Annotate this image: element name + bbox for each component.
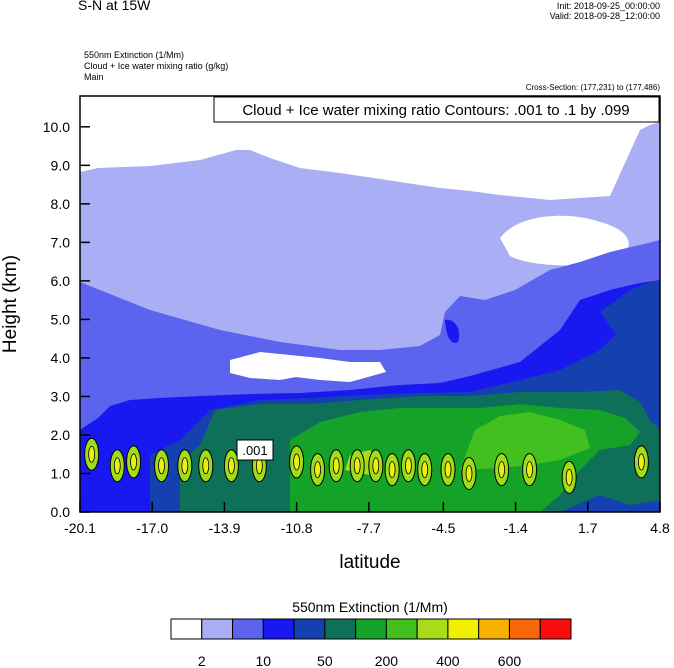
- clear-pocket-mid: [230, 352, 386, 382]
- x-tick-label: 4.8: [650, 520, 670, 536]
- contour-core-inner: [498, 461, 506, 479]
- y-tick-label: 0.0: [51, 504, 71, 520]
- init-time: Init: 2018-09-25_00:00:00: [556, 1, 660, 11]
- band-extreme: [460, 412, 590, 470]
- contour-core-inner: [314, 461, 321, 479]
- contour-info-text: Cloud + Ice water mixing ratio Contours:…: [242, 102, 629, 119]
- colorbar-label: 200: [375, 653, 399, 668]
- contour-cores: [84, 437, 649, 494]
- colorbar-swatch: [293, 618, 326, 640]
- contour-core-inner: [332, 457, 340, 475]
- band-moderate-blob: [445, 319, 460, 344]
- contour-core-inner: [421, 461, 429, 479]
- contour-core-inner: [113, 457, 121, 475]
- colorbar: 2 10 50 200 400 600: [170, 618, 572, 668]
- field-label-extinction: 550nm Extinction (1/Mm): [84, 50, 185, 60]
- contour-core-inner: [372, 457, 380, 475]
- cross-section-label: Cross-Section: (177,231) to (177,486): [525, 83, 660, 92]
- colorbar-swatch: [262, 618, 295, 640]
- colorbar-label: 400: [436, 653, 460, 668]
- x-tick-label: -4.5: [431, 520, 455, 536]
- contour-core-inner: [353, 457, 361, 475]
- cloud-hole-upper-right: [500, 215, 629, 266]
- y-tick-label: 6.0: [51, 273, 71, 289]
- y-tick-label: 9.0: [51, 157, 71, 173]
- y-tick-label: 7.0: [51, 234, 71, 250]
- y-tick-label: 8.0: [51, 196, 71, 212]
- contour-core-inner: [158, 457, 165, 475]
- y-tick-label: 4.0: [51, 350, 71, 366]
- contour-label: .001: [242, 443, 267, 458]
- colorbar-swatch: [170, 618, 203, 640]
- x-tick-label: -10.8: [281, 520, 313, 536]
- colorbar-label: 2: [198, 653, 206, 668]
- y-tick-label: 2.0: [51, 427, 71, 443]
- x-tick-label: -17.0: [136, 520, 168, 536]
- contour-core-inner: [526, 461, 533, 479]
- contour-core-inner: [130, 453, 137, 471]
- field-label-mixing-ratio: Cloud + Ice water mixing ratio (g/kg): [84, 61, 229, 71]
- plot-frame: [79, 95, 661, 513]
- y-tick-label: 1.0: [51, 465, 71, 481]
- contour-core-inner: [405, 457, 412, 475]
- x-axis-label: latitude: [339, 552, 400, 573]
- x-tick-label: 1.7: [578, 520, 598, 536]
- band-mid-upper: [600, 280, 660, 340]
- colorbar-swatch: [232, 618, 264, 640]
- contour-core-inner: [637, 453, 645, 471]
- colorbar-swatch: [201, 618, 234, 640]
- colorbar-swatch: [324, 618, 357, 640]
- x-tick-label: -7.7: [357, 520, 381, 536]
- contour-core-inner: [202, 457, 210, 475]
- x-tick-label: -20.1: [64, 520, 96, 536]
- y-tick-label: 5.0: [51, 311, 71, 327]
- colorbar-swatch: [478, 618, 510, 640]
- valid-time: Valid: 2018-09-28_12:00:00: [549, 11, 660, 21]
- colorbar-swatch: [385, 618, 418, 640]
- contour-core-inner: [293, 453, 301, 471]
- shaded-field: [80, 96, 660, 512]
- field-label-main: Main: [84, 72, 104, 82]
- contour-core-inner: [444, 461, 452, 479]
- colorbar-label: 600: [498, 653, 522, 668]
- contour-label-box: [236, 439, 274, 461]
- y-tick-label: 3.0: [51, 388, 71, 404]
- colorbar-label: 50: [317, 653, 333, 668]
- colorbar-swatch: [355, 618, 387, 640]
- colorbar-swatch: [447, 618, 480, 640]
- contour-core-inner: [565, 468, 573, 486]
- y-tick-label: 10.0: [43, 119, 70, 135]
- contour-core-inner: [88, 445, 96, 463]
- contour-core-inner: [465, 465, 473, 482]
- contour-core-inner: [388, 461, 396, 479]
- plot-title: S-N at 15W: [78, 0, 151, 13]
- x-axis: -20.1 -17.0 -13.9 -10.8 -7.7 -4.5 -1.4 1.7 4.8: [64, 502, 670, 536]
- y-axis-label: Height (km): [0, 255, 21, 353]
- colorbar-title: 550nm Extinction (1/Mm): [292, 599, 448, 615]
- colorbar-label: 10: [256, 653, 272, 668]
- y-axis: 0.0 1.0 2.0 3.0 4.0 5.0 6.0 7.0 8.0 9.0 10.0: [43, 119, 90, 520]
- colorbar-swatch: [539, 618, 572, 640]
- colorbar-swatch: [416, 618, 449, 640]
- contour-core-inner: [181, 457, 189, 475]
- contour-info-box: [213, 96, 660, 123]
- colorbar-swatch: [508, 618, 541, 640]
- contour-core-inner: [228, 457, 235, 475]
- x-tick-label: -13.9: [208, 520, 240, 536]
- x-tick-label: -1.4: [504, 520, 528, 536]
